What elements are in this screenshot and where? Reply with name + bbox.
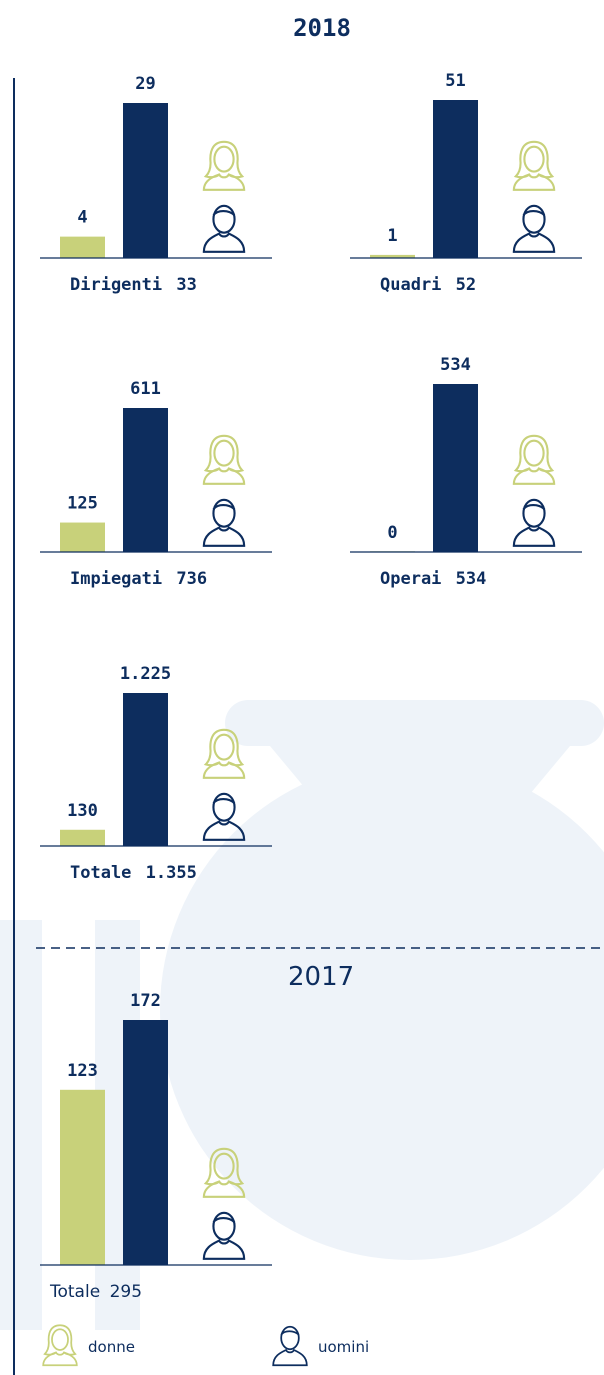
value-label: 130 (67, 801, 98, 821)
bar (370, 254, 415, 258)
woman-icon (202, 140, 246, 191)
value-label: 125 (67, 494, 98, 514)
man-icon (512, 204, 556, 253)
woman-icon (42, 1324, 78, 1367)
chart-label: Operai 534 (380, 569, 486, 589)
total-label: 33 (176, 275, 196, 295)
category-label: Totale (49, 1282, 100, 1302)
man-icon (512, 498, 556, 547)
value-label: 29 (135, 74, 155, 94)
chart-label: Totale 295 (49, 1282, 142, 1302)
value-label: 51 (445, 71, 465, 91)
value-label: 534 (440, 355, 471, 375)
bar (123, 693, 168, 846)
category-label: Impiegati (70, 569, 162, 589)
category-label: Quadri (380, 275, 441, 295)
man-icon (202, 498, 246, 547)
category-label: Operai (380, 569, 441, 589)
man-icon (202, 204, 246, 253)
value-label: 1.225 (120, 664, 171, 684)
bar (433, 100, 478, 258)
woman-icon (512, 434, 556, 485)
year-title: 2017 (288, 962, 354, 992)
total-label: 736 (176, 569, 207, 589)
total-label: 1.355 (146, 863, 197, 883)
chart-label: Impiegati 736 (70, 569, 207, 589)
value-label: 0 (387, 523, 397, 543)
value-label: 1 (387, 226, 397, 246)
bar (60, 522, 105, 552)
total-label: 52 (456, 275, 476, 295)
chart-label: Totale 1.355 (70, 863, 197, 883)
bar (60, 236, 105, 258)
man-icon (202, 1211, 246, 1260)
man-icon (272, 1325, 308, 1367)
chart-label: Quadri 52 (380, 275, 476, 295)
legend-label: uomini (318, 1338, 369, 1356)
year-title: 2018 (293, 14, 351, 42)
total-label: 534 (456, 569, 487, 589)
bar (123, 408, 168, 552)
category-label: Dirigenti (70, 275, 162, 295)
bar (433, 384, 478, 552)
bar (60, 829, 105, 846)
bar (123, 1020, 168, 1265)
legend-label: donne (88, 1338, 135, 1356)
value-label: 172 (130, 991, 161, 1011)
value-label: 4 (77, 208, 87, 228)
bar (123, 103, 168, 258)
woman-icon (512, 140, 556, 191)
category-label: Totale (70, 863, 131, 883)
bar (60, 1089, 105, 1265)
chart-label: Dirigenti 33 (70, 275, 197, 295)
woman-icon (202, 434, 246, 485)
total-label: 295 (110, 1282, 142, 1302)
value-label: 123 (67, 1061, 98, 1081)
value-label: 611 (130, 379, 161, 399)
